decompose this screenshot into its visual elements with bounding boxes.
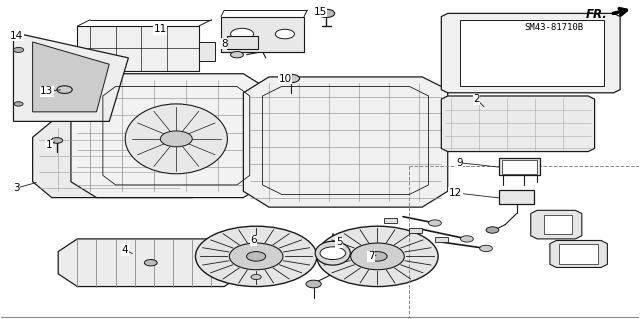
Circle shape xyxy=(230,51,243,58)
Ellipse shape xyxy=(125,104,227,174)
Circle shape xyxy=(251,274,261,279)
Polygon shape xyxy=(221,17,304,51)
Polygon shape xyxy=(442,13,620,93)
Polygon shape xyxy=(33,42,109,112)
Text: 3: 3 xyxy=(13,183,20,193)
Text: 9: 9 xyxy=(456,158,463,168)
Text: 5: 5 xyxy=(336,237,342,247)
Circle shape xyxy=(14,102,23,106)
Circle shape xyxy=(486,227,499,233)
Polygon shape xyxy=(243,77,448,207)
Polygon shape xyxy=(58,239,243,286)
Polygon shape xyxy=(227,36,258,49)
Circle shape xyxy=(51,137,63,143)
Text: FR.: FR. xyxy=(586,8,607,20)
Polygon shape xyxy=(499,190,534,204)
Polygon shape xyxy=(442,96,595,152)
Text: 7: 7 xyxy=(368,251,374,261)
Circle shape xyxy=(161,131,192,147)
Circle shape xyxy=(479,245,492,252)
Polygon shape xyxy=(531,210,582,239)
Text: 12: 12 xyxy=(449,188,462,198)
Circle shape xyxy=(320,247,346,260)
Text: 8: 8 xyxy=(221,39,228,48)
Polygon shape xyxy=(198,42,214,61)
Circle shape xyxy=(195,226,317,286)
Polygon shape xyxy=(499,158,540,175)
Circle shape xyxy=(351,243,404,270)
Circle shape xyxy=(317,226,438,286)
Text: 2: 2 xyxy=(473,94,480,104)
Text: 6: 6 xyxy=(250,235,257,246)
Circle shape xyxy=(283,74,300,83)
Text: 15: 15 xyxy=(314,7,326,17)
Circle shape xyxy=(306,280,321,288)
Text: 14: 14 xyxy=(10,31,23,41)
Circle shape xyxy=(57,86,72,93)
Circle shape xyxy=(429,220,442,226)
Polygon shape xyxy=(33,122,211,197)
Polygon shape xyxy=(559,244,598,264)
Circle shape xyxy=(13,48,24,52)
Polygon shape xyxy=(77,26,198,70)
Polygon shape xyxy=(384,218,397,223)
Text: 1: 1 xyxy=(46,140,52,150)
Circle shape xyxy=(246,252,266,261)
Text: 13: 13 xyxy=(40,86,53,96)
Circle shape xyxy=(229,243,283,270)
Polygon shape xyxy=(543,215,572,234)
Polygon shape xyxy=(461,20,604,86)
Text: 4: 4 xyxy=(122,245,129,255)
Circle shape xyxy=(145,260,157,266)
Polygon shape xyxy=(550,241,607,268)
Circle shape xyxy=(275,29,294,39)
Circle shape xyxy=(368,252,387,261)
Ellipse shape xyxy=(316,241,350,265)
Text: 10: 10 xyxy=(278,73,291,84)
Polygon shape xyxy=(13,33,129,122)
Polygon shape xyxy=(502,160,537,174)
Polygon shape xyxy=(435,237,448,242)
Text: SM43-81710B: SM43-81710B xyxy=(524,23,584,32)
Circle shape xyxy=(230,28,253,40)
Circle shape xyxy=(318,9,335,18)
Polygon shape xyxy=(410,228,422,233)
Circle shape xyxy=(461,236,473,242)
Text: 11: 11 xyxy=(154,24,167,34)
Polygon shape xyxy=(71,74,269,197)
